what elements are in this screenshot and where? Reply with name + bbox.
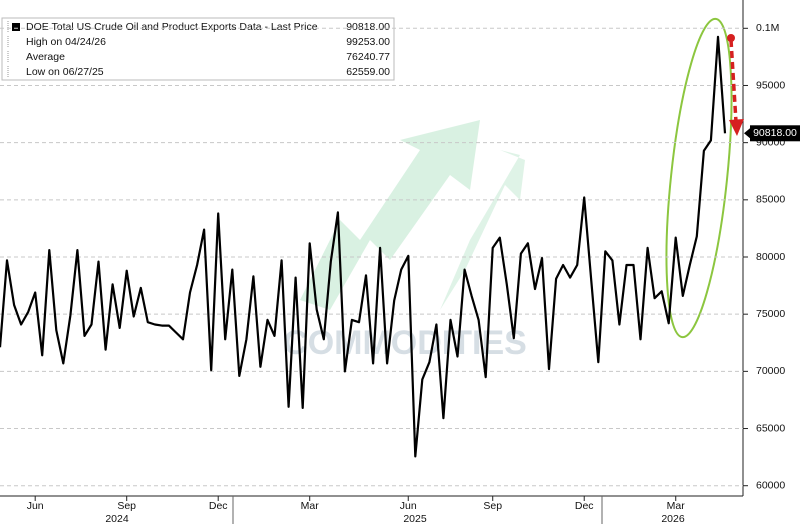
x-tick-label: Sep bbox=[117, 500, 136, 512]
last-price-label: 90818.00 bbox=[753, 127, 797, 139]
year-label: 2025 bbox=[403, 513, 427, 524]
legend-label: Average bbox=[26, 51, 65, 63]
arrow-dot bbox=[727, 34, 735, 42]
x-tick-label: Jun bbox=[27, 500, 44, 512]
watermark-arrow bbox=[300, 120, 480, 310]
y-tick-label: 95000 bbox=[756, 79, 785, 91]
y-tick-label: 65000 bbox=[756, 422, 785, 434]
legend-value: 76240.77 bbox=[346, 51, 390, 63]
legend: DOE Total US Crude Oil and Product Expor… bbox=[1, 17, 395, 81]
arrow-shaft bbox=[729, 39, 738, 123]
y-tick-label: 60000 bbox=[756, 479, 785, 491]
legend-swatch bbox=[12, 23, 20, 31]
last-price-pointer bbox=[744, 128, 750, 139]
last-price-tag bbox=[750, 125, 800, 142]
x-tick-label: Mar bbox=[667, 500, 686, 512]
y-tick-label: 80000 bbox=[756, 251, 785, 263]
x-tick-label: Dec bbox=[575, 500, 594, 512]
highlight-ellipse bbox=[665, 17, 733, 339]
legend-value: 99253.00 bbox=[346, 36, 390, 48]
arrow-head bbox=[729, 119, 744, 136]
watermark: COMMODITIES bbox=[283, 324, 527, 362]
x-tick-label: Sep bbox=[483, 500, 502, 512]
x-tick-label: Mar bbox=[301, 500, 320, 512]
year-label: 2026 bbox=[661, 513, 685, 524]
y-tick-label: 75000 bbox=[756, 308, 785, 320]
legend-value: 90818.00 bbox=[346, 21, 390, 33]
y-tick-label: 0.1M bbox=[756, 22, 779, 34]
legend-label: Low on 06/27/25 bbox=[26, 66, 104, 78]
x-tick-label: Jun bbox=[400, 500, 417, 512]
series-line bbox=[0, 35, 727, 458]
legend-value: 62559.00 bbox=[346, 66, 390, 78]
legend-label: High on 04/24/26 bbox=[26, 36, 106, 48]
legend-label: DOE Total US Crude Oil and Product Expor… bbox=[26, 21, 318, 33]
y-tick-label: 70000 bbox=[756, 365, 785, 377]
y-tick-label: 85000 bbox=[756, 194, 785, 206]
year-label: 2024 bbox=[105, 513, 129, 524]
watermark-arrow bbox=[440, 150, 525, 310]
x-tick-label: Dec bbox=[209, 500, 228, 512]
